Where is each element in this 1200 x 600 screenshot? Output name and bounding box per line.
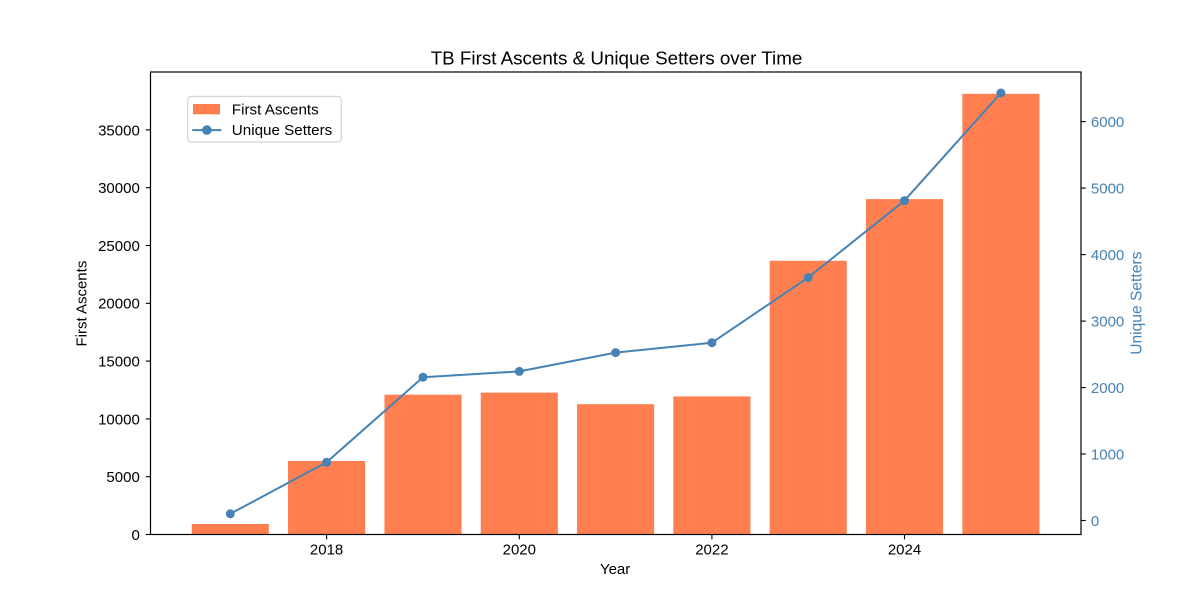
svg-text:6000: 6000	[1091, 114, 1124, 131]
svg-text:Year: Year	[600, 561, 630, 578]
svg-text:TB First Ascents & Unique Sett: TB First Ascents & Unique Setters over T…	[431, 47, 803, 68]
svg-text:4000: 4000	[1091, 247, 1124, 264]
svg-text:2018: 2018	[310, 542, 343, 559]
svg-text:5000: 5000	[1091, 180, 1124, 197]
svg-text:2022: 2022	[695, 542, 728, 559]
svg-text:10000: 10000	[98, 411, 140, 428]
svg-text:Unique Setters: Unique Setters	[232, 122, 333, 139]
svg-text:15000: 15000	[98, 353, 140, 370]
svg-text:5000: 5000	[106, 469, 139, 486]
svg-text:0: 0	[1091, 513, 1099, 530]
svg-text:3000: 3000	[1091, 313, 1124, 330]
svg-text:2024: 2024	[888, 542, 921, 559]
svg-text:25000: 25000	[98, 238, 140, 255]
svg-text:20000: 20000	[98, 296, 140, 313]
svg-text:35000: 35000	[98, 122, 140, 139]
svg-text:30000: 30000	[98, 180, 140, 197]
svg-text:2020: 2020	[503, 542, 536, 559]
svg-text:Unique Setters: Unique Setters	[1129, 251, 1146, 354]
svg-text:1000: 1000	[1091, 446, 1124, 463]
svg-text:First Ascents: First Ascents	[232, 101, 319, 118]
svg-text:2000: 2000	[1091, 380, 1124, 397]
svg-text:0: 0	[131, 527, 139, 544]
svg-text:First Ascents: First Ascents	[73, 261, 90, 347]
